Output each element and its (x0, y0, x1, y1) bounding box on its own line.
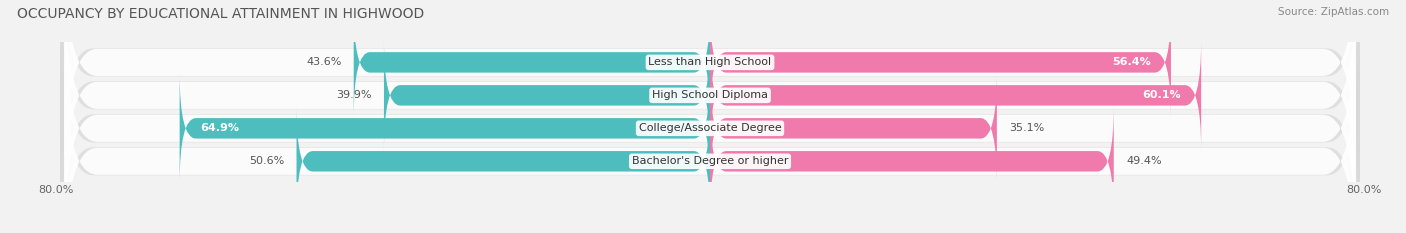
FancyBboxPatch shape (60, 0, 1360, 180)
Text: Source: ZipAtlas.com: Source: ZipAtlas.com (1278, 7, 1389, 17)
FancyBboxPatch shape (710, 7, 1171, 118)
FancyBboxPatch shape (710, 106, 1114, 217)
Text: OCCUPANCY BY EDUCATIONAL ATTAINMENT IN HIGHWOOD: OCCUPANCY BY EDUCATIONAL ATTAINMENT IN H… (17, 7, 425, 21)
FancyBboxPatch shape (180, 73, 710, 184)
FancyBboxPatch shape (710, 40, 1201, 151)
FancyBboxPatch shape (65, 43, 1355, 233)
Text: 56.4%: 56.4% (1112, 57, 1150, 67)
Text: 35.1%: 35.1% (1010, 123, 1045, 133)
Text: 49.4%: 49.4% (1126, 156, 1161, 166)
FancyBboxPatch shape (60, 0, 1360, 213)
Text: 64.9%: 64.9% (200, 123, 239, 133)
FancyBboxPatch shape (297, 106, 710, 217)
FancyBboxPatch shape (710, 73, 997, 184)
FancyBboxPatch shape (65, 0, 1355, 181)
Text: College/Associate Degree: College/Associate Degree (638, 123, 782, 133)
Text: 60.1%: 60.1% (1142, 90, 1181, 100)
Text: 50.6%: 50.6% (249, 156, 284, 166)
FancyBboxPatch shape (384, 40, 710, 151)
Text: 43.6%: 43.6% (307, 57, 342, 67)
FancyBboxPatch shape (60, 43, 1360, 233)
FancyBboxPatch shape (354, 7, 710, 118)
Text: Bachelor's Degree or higher: Bachelor's Degree or higher (631, 156, 789, 166)
FancyBboxPatch shape (65, 0, 1355, 214)
Text: Less than High School: Less than High School (648, 57, 772, 67)
FancyBboxPatch shape (65, 10, 1355, 233)
FancyBboxPatch shape (60, 10, 1360, 233)
Text: High School Diploma: High School Diploma (652, 90, 768, 100)
Text: 39.9%: 39.9% (336, 90, 371, 100)
